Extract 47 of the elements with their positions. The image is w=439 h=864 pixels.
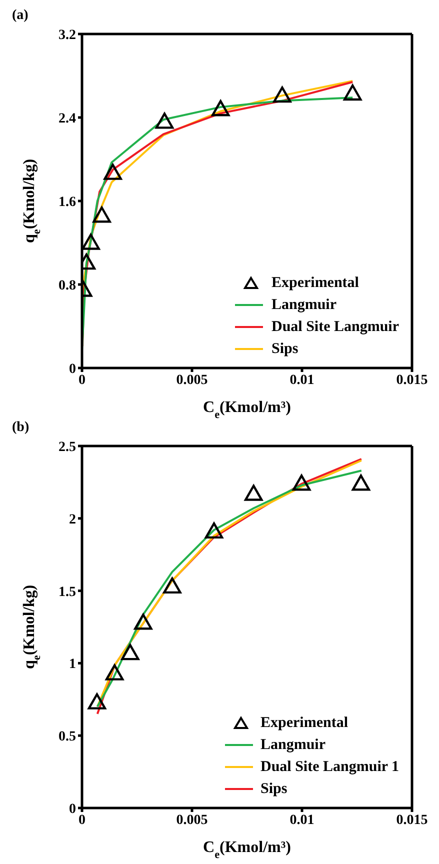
y-tick-label: 1.5 [58, 584, 76, 600]
x-tick-label: 0.015 [396, 812, 428, 828]
point [292, 474, 311, 491]
text: (b) [12, 420, 30, 436]
legend-label: Dual Site Langmuir [271, 318, 399, 337]
legend-label: Sips [260, 780, 288, 799]
point [134, 614, 152, 630]
point [163, 577, 182, 594]
y-tick-label: 0.8 [58, 278, 76, 294]
y-tick-label: 2.4 [58, 111, 76, 126]
point [244, 484, 263, 501]
y-tick-label: 0 [69, 802, 76, 817]
y-tick-label: 0 [69, 362, 76, 377]
x-tick-label: 0.01 [290, 812, 314, 828]
legend-label: Langmuir [260, 736, 326, 755]
legend-label: Langmuir [271, 296, 336, 315]
point [104, 164, 122, 180]
point [82, 234, 100, 250]
point [88, 693, 106, 710]
legend-label: Sips [271, 340, 298, 359]
x-tick-label: 0.015 [396, 372, 428, 388]
legend-label: Dual Site Langmuir 1 [260, 758, 399, 777]
point [352, 474, 370, 491]
x-tick-label: 0.01 [290, 372, 314, 388]
y-tick-label: 3.2 [58, 28, 76, 43]
y-tick-label: 1.6 [58, 194, 76, 210]
y-tick-label: 1 [69, 657, 76, 672]
x-tick-label: 0 [78, 372, 86, 388]
x-tick-label: 0.005 [176, 812, 208, 828]
text: (a) [12, 8, 28, 24]
y-tick-label: 2 [69, 512, 76, 528]
legend-label: Experimental [260, 714, 348, 733]
point [155, 112, 174, 129]
x-tick-label: 0.005 [176, 372, 208, 388]
y-tick-label: 2.5 [58, 440, 76, 455]
legend-label: Experimental [271, 274, 359, 293]
y-tick-label: 0.5 [58, 730, 76, 745]
point [92, 206, 111, 223]
point [204, 522, 224, 539]
point [273, 86, 292, 103]
point [344, 84, 362, 101]
point [212, 100, 230, 116]
point [121, 644, 140, 660]
x-axis-title: C$_{e}$(Kmol/m³) [203, 399, 291, 421]
x-axis-title: C$_{e}$(Kmol/m³) [203, 839, 291, 861]
x-tick-label: 0 [78, 812, 86, 828]
point [105, 664, 124, 680]
